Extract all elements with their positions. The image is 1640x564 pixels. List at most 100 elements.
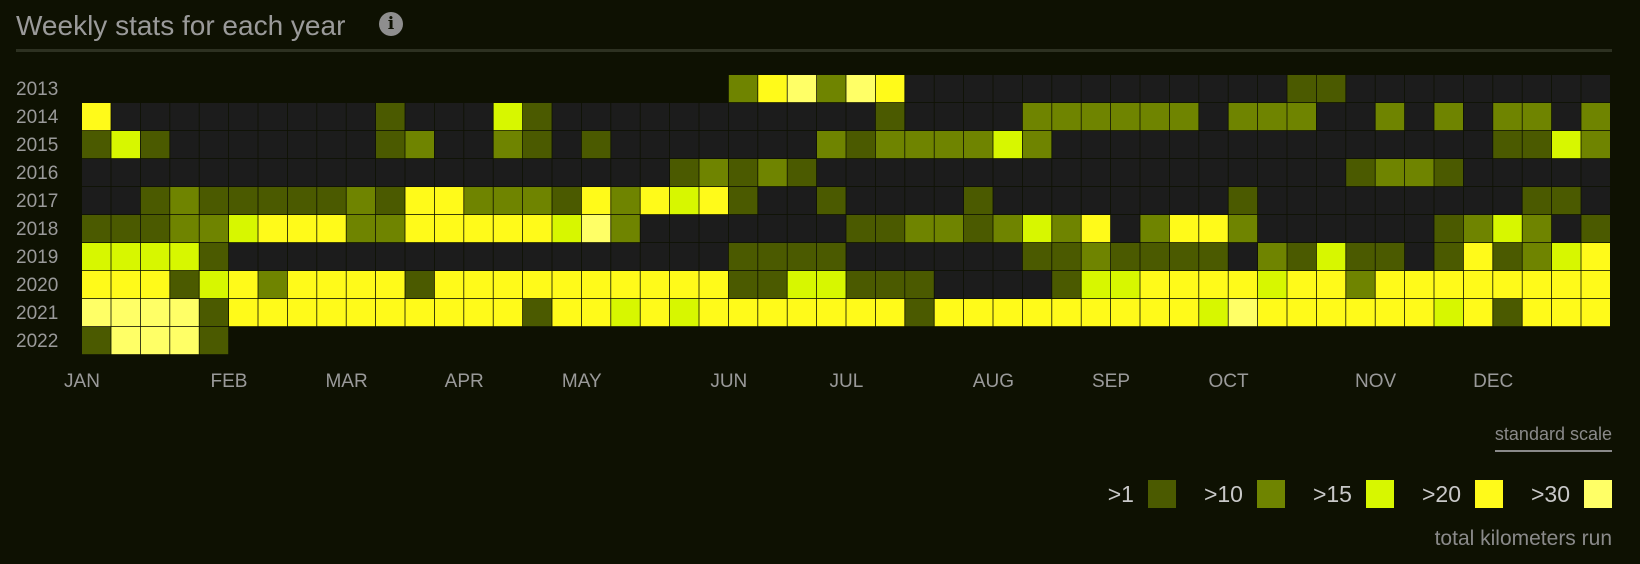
week-cell[interactable]	[464, 271, 493, 299]
week-cell[interactable]	[111, 159, 140, 187]
week-cell[interactable]	[287, 131, 317, 159]
week-cell[interactable]	[640, 299, 670, 327]
week-cell[interactable]	[964, 243, 993, 271]
week-cell[interactable]	[640, 103, 670, 131]
week-cell[interactable]	[287, 187, 317, 215]
week-cell[interactable]	[905, 159, 934, 187]
week-cell[interactable]	[1405, 299, 1434, 327]
week-cell[interactable]	[523, 103, 552, 131]
week-cell[interactable]	[1493, 271, 1522, 299]
week-cell[interactable]	[1258, 271, 1287, 299]
week-cell[interactable]	[1522, 159, 1552, 187]
week-cell[interactable]	[964, 299, 993, 327]
week-cell[interactable]	[1346, 159, 1375, 187]
week-cell[interactable]	[611, 243, 640, 271]
week-cell[interactable]	[1111, 243, 1140, 271]
week-cell[interactable]	[405, 215, 434, 243]
week-cell[interactable]	[1258, 75, 1287, 103]
week-cell[interactable]	[1316, 131, 1346, 159]
week-cell[interactable]	[199, 271, 229, 299]
week-cell[interactable]	[1111, 75, 1140, 103]
week-cell[interactable]	[523, 243, 552, 271]
week-cell[interactable]	[611, 271, 640, 299]
week-cell[interactable]	[464, 187, 493, 215]
week-cell[interactable]	[728, 187, 758, 215]
week-cell[interactable]	[111, 271, 140, 299]
week-cell[interactable]	[493, 131, 523, 159]
week-cell[interactable]	[993, 299, 1022, 327]
week-cell[interactable]	[552, 243, 581, 271]
week-cell[interactable]	[1169, 299, 1199, 327]
week-cell[interactable]	[346, 159, 376, 187]
week-cell[interactable]	[670, 159, 699, 187]
week-cell[interactable]	[346, 271, 376, 299]
week-cell[interactable]	[170, 131, 199, 159]
week-cell[interactable]	[1169, 215, 1199, 243]
week-cell[interactable]	[170, 103, 199, 131]
week-cell[interactable]	[523, 187, 552, 215]
week-cell[interactable]	[140, 187, 170, 215]
week-cell[interactable]	[82, 131, 111, 159]
week-cell[interactable]	[787, 103, 817, 131]
week-cell[interactable]	[964, 159, 993, 187]
week-cell[interactable]	[1140, 271, 1169, 299]
week-cell[interactable]	[1081, 187, 1111, 215]
week-cell[interactable]	[346, 243, 376, 271]
week-cell[interactable]	[229, 299, 258, 327]
week-cell[interactable]	[1228, 131, 1258, 159]
week-cell[interactable]	[1346, 103, 1375, 131]
week-cell[interactable]	[1522, 271, 1552, 299]
week-cell[interactable]	[846, 103, 875, 131]
week-cell[interactable]	[170, 187, 199, 215]
week-cell[interactable]	[581, 131, 611, 159]
week-cell[interactable]	[464, 103, 493, 131]
week-cell[interactable]	[1493, 131, 1522, 159]
week-cell[interactable]	[170, 271, 199, 299]
week-cell[interactable]	[846, 187, 875, 215]
week-cell[interactable]	[758, 103, 787, 131]
week-cell[interactable]	[1463, 299, 1493, 327]
week-cell[interactable]	[1081, 215, 1111, 243]
week-cell[interactable]	[1052, 75, 1081, 103]
week-cell[interactable]	[1287, 271, 1316, 299]
week-cell[interactable]	[1581, 271, 1610, 299]
week-cell[interactable]	[905, 187, 934, 215]
week-cell[interactable]	[728, 215, 758, 243]
week-cell[interactable]	[758, 271, 787, 299]
week-cell[interactable]	[581, 299, 611, 327]
week-cell[interactable]	[1081, 299, 1111, 327]
week-cell[interactable]	[376, 187, 405, 215]
week-cell[interactable]	[1552, 131, 1581, 159]
week-cell[interactable]	[405, 243, 434, 271]
week-cell[interactable]	[1346, 271, 1375, 299]
week-cell[interactable]	[993, 215, 1022, 243]
week-cell[interactable]	[1581, 75, 1610, 103]
week-cell[interactable]	[817, 187, 846, 215]
week-cell[interactable]	[670, 271, 699, 299]
week-cell[interactable]	[728, 75, 758, 103]
week-cell[interactable]	[376, 271, 405, 299]
week-cell[interactable]	[905, 271, 934, 299]
week-cell[interactable]	[1434, 103, 1463, 131]
week-cell[interactable]	[1140, 75, 1169, 103]
week-cell[interactable]	[1552, 75, 1581, 103]
week-cell[interactable]	[640, 131, 670, 159]
week-cell[interactable]	[111, 299, 140, 327]
week-cell[interactable]	[846, 299, 875, 327]
week-cell[interactable]	[964, 187, 993, 215]
week-cell[interactable]	[1405, 159, 1434, 187]
week-cell[interactable]	[493, 159, 523, 187]
week-cell[interactable]	[405, 271, 434, 299]
week-cell[interactable]	[140, 215, 170, 243]
week-cell[interactable]	[1463, 75, 1493, 103]
week-cell[interactable]	[405, 187, 434, 215]
week-cell[interactable]	[934, 299, 964, 327]
week-cell[interactable]	[1405, 215, 1434, 243]
week-cell[interactable]	[1169, 159, 1199, 187]
week-cell[interactable]	[405, 299, 434, 327]
week-cell[interactable]	[1228, 271, 1258, 299]
week-cell[interactable]	[82, 215, 111, 243]
week-cell[interactable]	[758, 75, 787, 103]
week-cell[interactable]	[258, 215, 287, 243]
week-cell[interactable]	[1022, 131, 1052, 159]
